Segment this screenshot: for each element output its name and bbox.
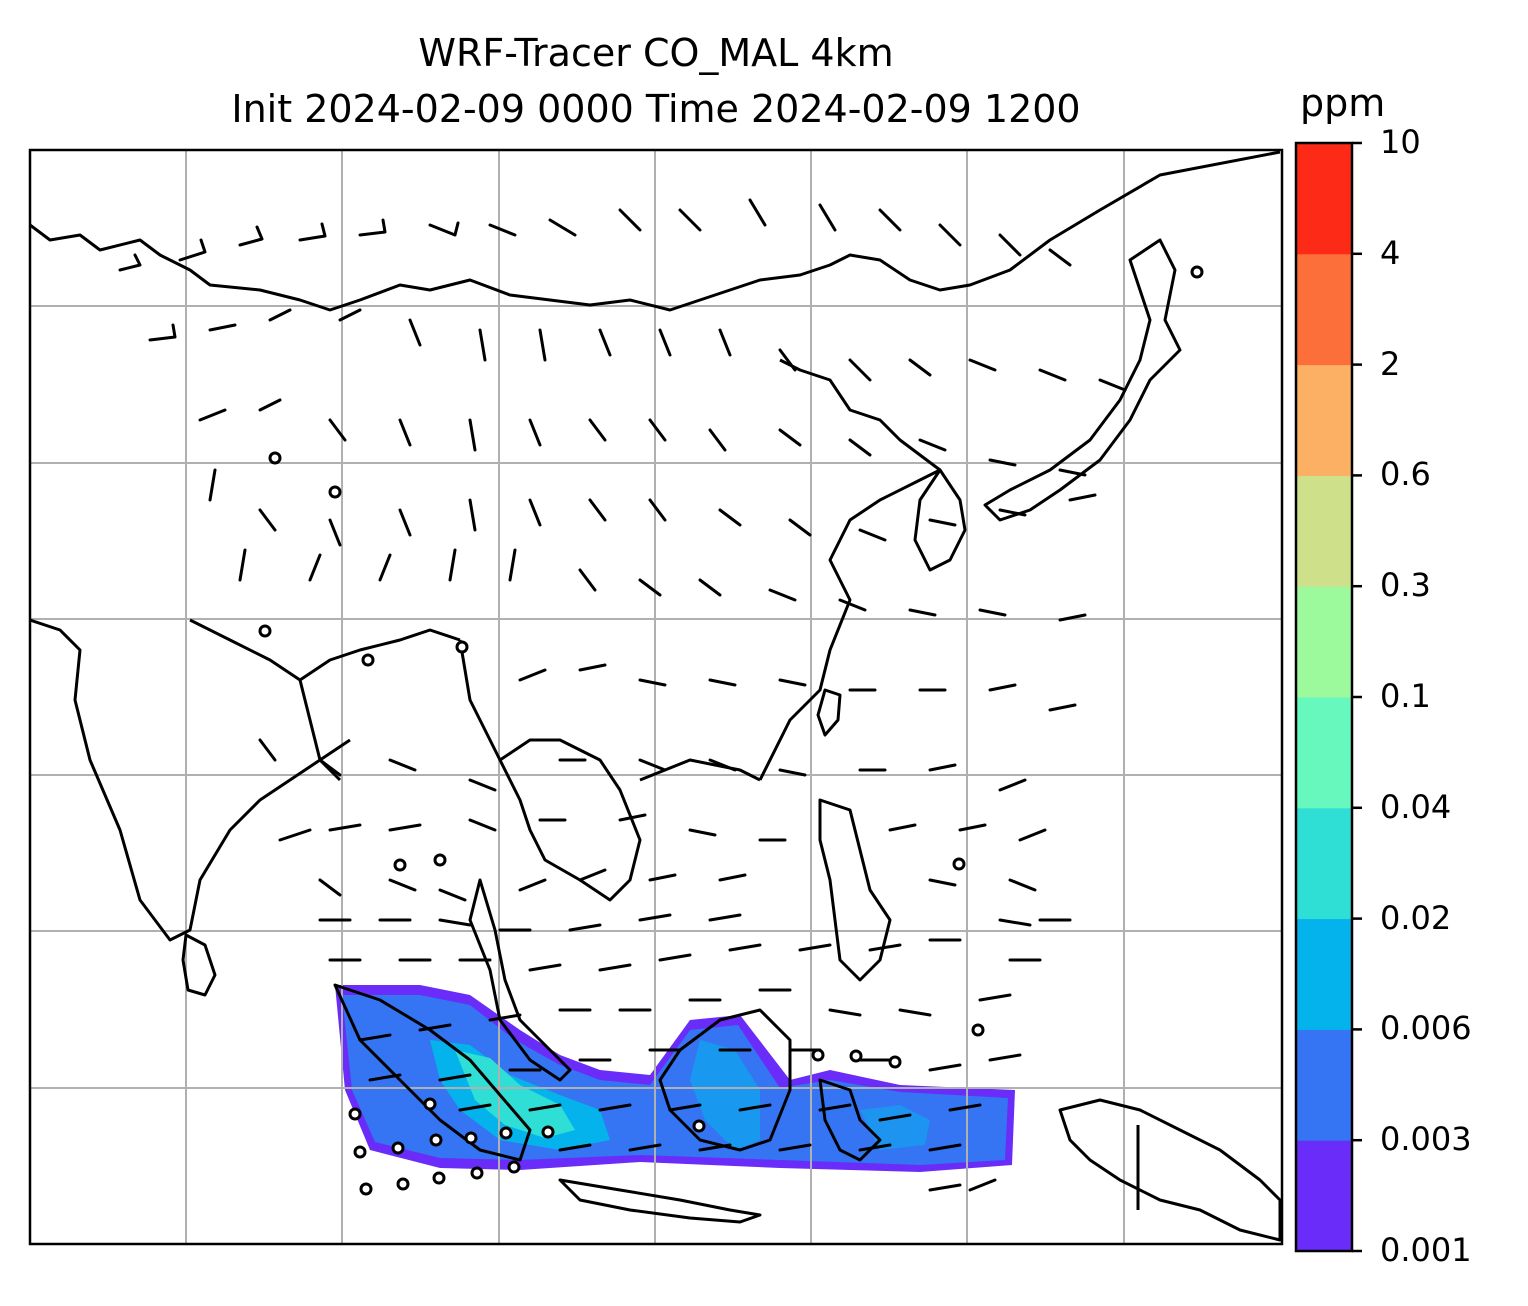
coastlines	[30, 150, 1282, 1242]
colorbar-segment	[1296, 475, 1352, 587]
map-subtitle: Init 2024-02-09 0000 Time 2024-02-09 120…	[231, 87, 1081, 131]
colorbar-segment	[1296, 586, 1352, 698]
colorbar-segment	[1296, 807, 1352, 920]
wind-barbs	[118, 198, 1127, 1192]
colorbar-unit: ppm	[1300, 81, 1386, 125]
colorbar-segment	[1296, 1140, 1352, 1252]
colorbar-segment	[1296, 697, 1352, 809]
colorbar-segment	[1296, 918, 1352, 1030]
colorbar-tick-label: 0.6	[1380, 455, 1431, 494]
colorbar-tick-label: 10	[1380, 123, 1421, 161]
colorbar-segment	[1296, 143, 1352, 255]
map-title: WRF-Tracer CO_MAL 4km	[418, 31, 894, 75]
colorbar-tick-label: 2	[1380, 344, 1401, 383]
colorbar-tick-label: 0.02	[1380, 898, 1452, 937]
colorbar-tick-label: 0.006	[1380, 1009, 1472, 1048]
tracer-plume	[335, 985, 1015, 1172]
colorbar-tick-label: 4	[1380, 233, 1401, 272]
colorbar-tick-label: 0.003	[1380, 1120, 1472, 1159]
colorbar-segment	[1296, 1029, 1352, 1141]
colorbar-segment	[1296, 253, 1352, 366]
colorbar-tick-label: 0.3	[1380, 566, 1431, 605]
colorbar-segment	[1296, 364, 1352, 476]
calm-markers	[258, 265, 1204, 1196]
colorbar	[1294, 141, 1362, 1253]
colorbar-tick-label: 0.001	[1380, 1231, 1472, 1269]
colorbar-tick-label: 0.04	[1380, 787, 1452, 826]
map-frame	[28, 148, 1284, 1246]
colorbar-tick-label: 0.1	[1380, 677, 1431, 715]
